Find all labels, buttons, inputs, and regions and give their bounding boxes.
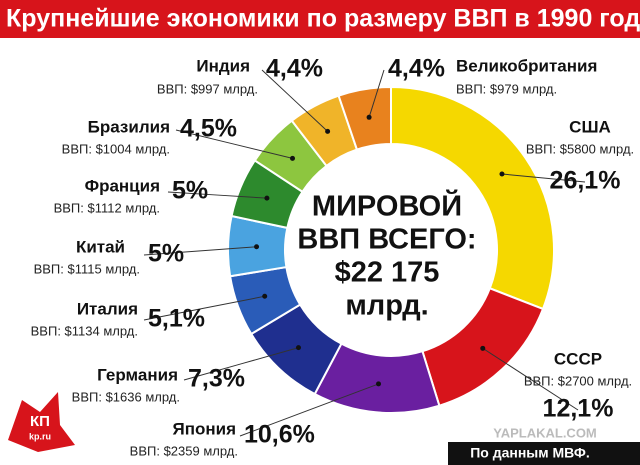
center-text: $22 175 (335, 257, 440, 289)
leader-line (175, 129, 293, 159)
percent-label: 10,6% (244, 421, 315, 449)
country-name: Китай (76, 237, 125, 256)
leader-dot (295, 345, 301, 351)
leader-line (261, 69, 328, 132)
gdp-detail: ВВП: $1115 млрд. (34, 261, 140, 276)
percent-label: 5,1% (148, 305, 205, 333)
country-name: Великобритания (456, 56, 597, 75)
gdp-detail: ВВП: $979 млрд. (456, 81, 557, 96)
leader-line (183, 347, 299, 381)
logo-sub: kp.ru (29, 431, 51, 441)
percent-label: 4,5% (180, 115, 237, 143)
leader-line (368, 69, 385, 118)
country-name: Япония (172, 419, 236, 438)
leader-line (239, 383, 379, 437)
leader-dot (376, 381, 382, 387)
gdp-detail: ВВП: $2700 млрд. (524, 373, 632, 388)
leader-line (143, 295, 265, 321)
watermark: YAPLAKAL.COM (493, 425, 597, 440)
country-name: Германия (97, 365, 178, 384)
percent-label: 4,4% (388, 55, 445, 83)
title-banner (0, 0, 640, 38)
chart-title: Крупнейшие экономики по размеру ВВП в 19… (6, 5, 640, 33)
leader-dot (499, 171, 505, 177)
leader-dot (290, 155, 296, 161)
leader-line (167, 191, 267, 199)
gdp-detail: ВВП: $5800 млрд. (526, 141, 634, 156)
leader-dot (480, 345, 486, 351)
country-name: Бразилия (88, 117, 170, 136)
leader-line (501, 173, 586, 183)
center-text: ВВП ВСЕГО: (297, 224, 476, 256)
percent-label: 12,1% (543, 395, 614, 423)
donut-segment (337, 85, 392, 151)
country-name: СССР (554, 349, 602, 368)
logo-burst (8, 392, 75, 452)
leader-dot (264, 195, 270, 201)
source-banner (448, 442, 640, 465)
center-text: млрд. (345, 290, 428, 322)
percent-label: 7,3% (188, 365, 245, 393)
leader-dot (262, 293, 268, 299)
leader-dot (366, 114, 372, 120)
leader-dot (325, 128, 331, 134)
country-name: Италия (77, 299, 138, 318)
percent-label: 5% (148, 240, 184, 268)
center-text: МИРОВОЙ (312, 189, 462, 223)
percent-label: 26,1% (550, 167, 621, 195)
percent-label: 4,4% (266, 55, 323, 83)
logo: КП (30, 413, 50, 430)
gdp-detail: ВВП: $1636 млрд. (72, 389, 180, 404)
percent-label: 5% (172, 177, 208, 205)
country-name: США (569, 117, 611, 136)
gdp-detail: ВВП: $1134 млрд. (31, 323, 138, 338)
gdp-detail: ВВП: $1004 млрд. (62, 141, 170, 156)
country-name: Франция (85, 176, 160, 195)
gdp-detail: ВВП: $997 млрд. (157, 81, 258, 96)
leader-dot (254, 244, 260, 250)
gdp-detail: ВВП: $2359 млрд. (130, 443, 238, 458)
source: По данным МВФ. (470, 445, 590, 461)
leader-line (143, 246, 257, 256)
leader-line (482, 347, 579, 411)
donut-segment (390, 85, 555, 311)
country-name: Индия (196, 56, 250, 75)
gdp-detail: ВВП: $1112 млрд. (54, 200, 160, 215)
